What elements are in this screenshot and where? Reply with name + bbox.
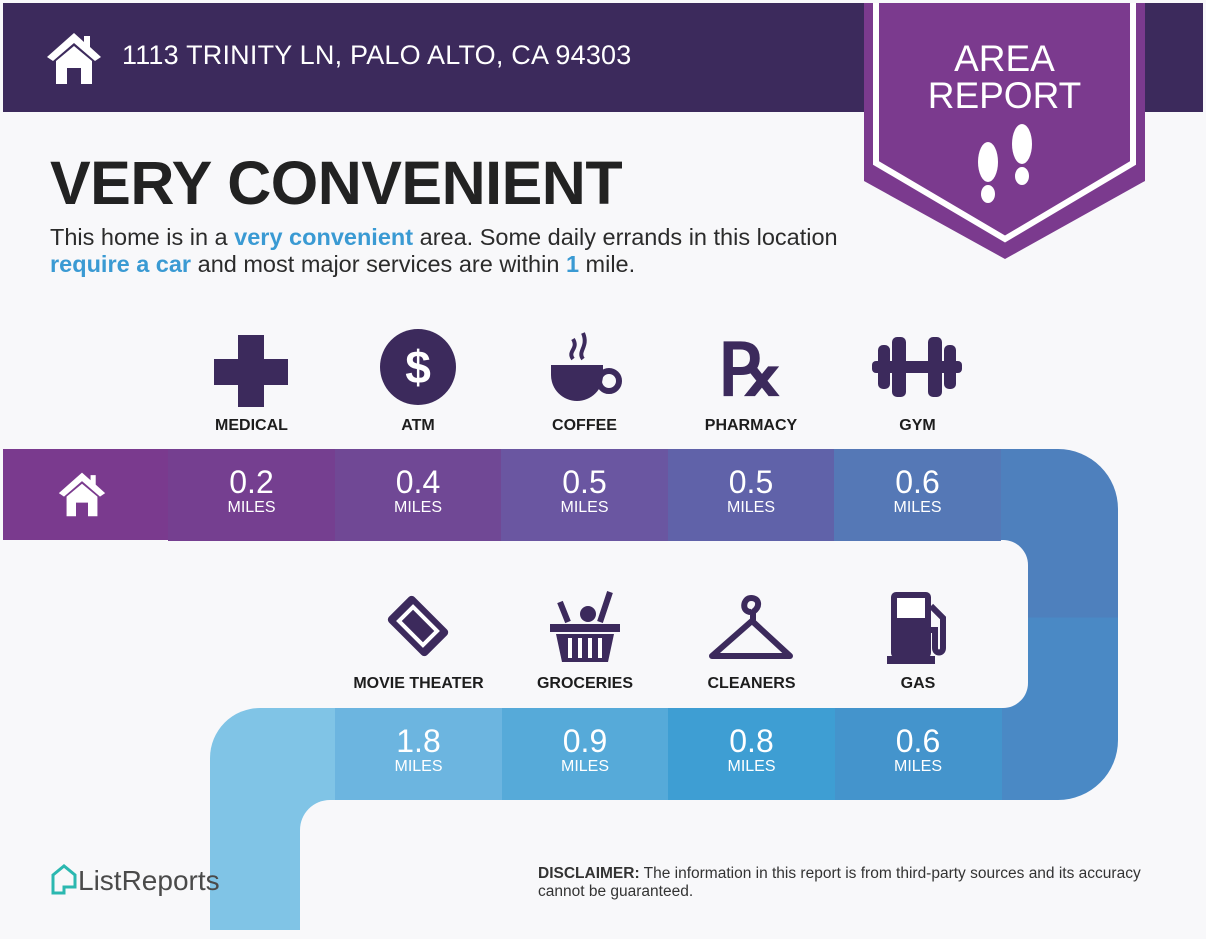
route-home-icon — [58, 472, 106, 517]
distance-unit: MILES — [893, 499, 942, 516]
dollar-icon: $ — [379, 329, 456, 405]
distance-unit: MILES — [727, 758, 776, 775]
service-label: GROCERIES — [536, 675, 633, 692]
distance-unit: MILES — [560, 758, 609, 775]
route-inner-curve — [300, 800, 400, 930]
ticket-icon — [387, 595, 449, 657]
distance-cell: 0.6 MILES — [834, 708, 1002, 800]
footsteps-icon — [978, 124, 1032, 203]
area-report-banner — [864, 3, 1145, 259]
coffee-cup-icon — [551, 332, 622, 401]
logo-text: ListReports — [78, 865, 220, 896]
route-cutout — [3, 540, 1028, 708]
distance-unit: MILES — [893, 758, 942, 775]
basket-icon — [549, 591, 620, 662]
distance-value: 0.5 — [562, 464, 607, 500]
distance-value: 0.4 — [395, 464, 441, 500]
service-label: COFFEE — [552, 417, 617, 434]
service-label: MOVIE THEATER — [353, 675, 484, 692]
service-label: ATM — [401, 417, 435, 434]
banner-line-1: AREA — [954, 38, 1055, 79]
distance-value: 0.6 — [895, 464, 940, 500]
distance-cell: 0.8 MILES — [668, 708, 835, 800]
distance-cell: 0.6 MILES — [834, 449, 1001, 541]
gas-pump-icon — [886, 592, 946, 664]
distance-value: 0.5 — [728, 464, 774, 500]
hanger-icon — [709, 595, 793, 659]
address: 1113 TRINITY LN, PALO ALTO, CA 94303 — [122, 40, 632, 70]
distance-unit: MILES — [393, 499, 442, 516]
svg-text:℞: ℞ — [718, 331, 783, 407]
distance-value: 0.8 — [729, 723, 774, 759]
distance-cell: 0.4 MILES — [334, 449, 502, 541]
dumbbell-icon — [872, 337, 962, 397]
distance-value: 0.6 — [895, 723, 941, 759]
distance-cell: 0.9 MILES — [501, 708, 669, 800]
distance-cell: 0.5 MILES — [501, 449, 668, 541]
rx-icon: ℞ — [718, 331, 783, 407]
distance-unit: MILES — [560, 499, 609, 516]
service-label: PHARMACY — [704, 417, 798, 434]
svg-text:$: $ — [405, 341, 431, 393]
page-title: VERY CONVENIENT — [50, 149, 623, 217]
description: This home is in a very convenient area. … — [50, 224, 838, 277]
distance-value: 1.8 — [396, 723, 441, 759]
medical-cross-icon — [214, 335, 288, 407]
distance-unit: MILES — [227, 499, 276, 516]
distance-value: 0.2 — [229, 464, 274, 500]
distance-unit: MILES — [726, 499, 775, 516]
home-icon — [47, 33, 101, 84]
service-label: GAS — [900, 675, 936, 692]
service-label: CLEANERS — [707, 675, 796, 692]
distance-value: 0.9 — [562, 723, 608, 759]
logo-icon — [51, 864, 77, 895]
service-label: MEDICAL — [215, 417, 288, 434]
distance-cell: 1.8 MILES — [335, 708, 502, 800]
banner-line-2: REPORT — [927, 75, 1082, 116]
distance-cell: 0.2 MILES — [168, 449, 335, 541]
distance-unit: MILES — [394, 758, 443, 775]
service-label: GYM — [899, 417, 936, 434]
disclaimer: DISCLAIMER: The information in this repo… — [538, 865, 1141, 900]
listreports-logo: ListReports — [50, 863, 220, 897]
distance-cell: 0.5 MILES — [667, 449, 835, 541]
